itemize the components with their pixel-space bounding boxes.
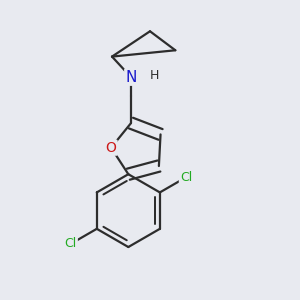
Text: N: N	[125, 70, 137, 85]
Text: Cl: Cl	[64, 237, 77, 250]
Text: Cl: Cl	[180, 171, 192, 184]
Text: O: O	[106, 141, 116, 155]
Text: H: H	[150, 69, 159, 82]
